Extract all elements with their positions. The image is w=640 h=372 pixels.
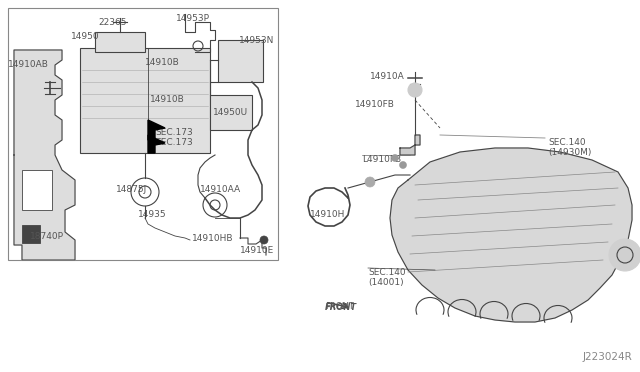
Text: 14935: 14935 bbox=[138, 210, 166, 219]
Text: 14910H: 14910H bbox=[310, 210, 346, 219]
Text: J223024R: J223024R bbox=[582, 352, 632, 362]
Bar bbox=[80, 48, 210, 153]
Text: SEC.140: SEC.140 bbox=[548, 138, 586, 147]
Circle shape bbox=[609, 239, 640, 271]
Text: SEC.173: SEC.173 bbox=[155, 128, 193, 137]
Text: 14875J: 14875J bbox=[116, 185, 147, 194]
Text: SEC.140: SEC.140 bbox=[368, 268, 406, 277]
Bar bbox=[210, 95, 252, 130]
Polygon shape bbox=[14, 50, 75, 260]
Bar bbox=[8, 8, 278, 260]
Text: 14910B: 14910B bbox=[145, 58, 180, 67]
Circle shape bbox=[399, 161, 406, 169]
Text: 14910AB: 14910AB bbox=[8, 60, 49, 69]
Text: 18740P: 18740P bbox=[30, 232, 64, 241]
Text: 14910B: 14910B bbox=[150, 95, 185, 104]
Bar bbox=[218, 40, 263, 82]
Text: SEC.173: SEC.173 bbox=[155, 138, 193, 147]
Bar bbox=[95, 32, 145, 52]
Text: FRONT: FRONT bbox=[325, 302, 354, 311]
Text: 14953P: 14953P bbox=[176, 14, 210, 23]
Text: 14910FB: 14910FB bbox=[355, 100, 395, 109]
Text: 14950U: 14950U bbox=[213, 108, 248, 117]
Circle shape bbox=[408, 83, 422, 97]
Polygon shape bbox=[148, 120, 165, 140]
Text: 14953N: 14953N bbox=[239, 36, 275, 45]
Text: 14950: 14950 bbox=[70, 32, 99, 41]
Text: 14910AA: 14910AA bbox=[200, 185, 241, 194]
Polygon shape bbox=[390, 148, 632, 322]
Text: (14930M): (14930M) bbox=[548, 148, 591, 157]
Circle shape bbox=[260, 236, 268, 244]
Circle shape bbox=[392, 154, 399, 161]
Bar bbox=[22, 225, 40, 243]
Polygon shape bbox=[400, 135, 420, 155]
Text: 22365: 22365 bbox=[99, 18, 127, 27]
Text: 14910A: 14910A bbox=[370, 72, 404, 81]
Text: L4910FB: L4910FB bbox=[362, 155, 401, 164]
Text: FRONT: FRONT bbox=[325, 304, 357, 312]
Text: 14910HB: 14910HB bbox=[192, 234, 234, 243]
Circle shape bbox=[365, 177, 375, 187]
Text: 14910E: 14910E bbox=[240, 246, 275, 255]
Polygon shape bbox=[148, 135, 165, 153]
Bar bbox=[22, 170, 52, 210]
Text: (14001): (14001) bbox=[368, 278, 404, 287]
